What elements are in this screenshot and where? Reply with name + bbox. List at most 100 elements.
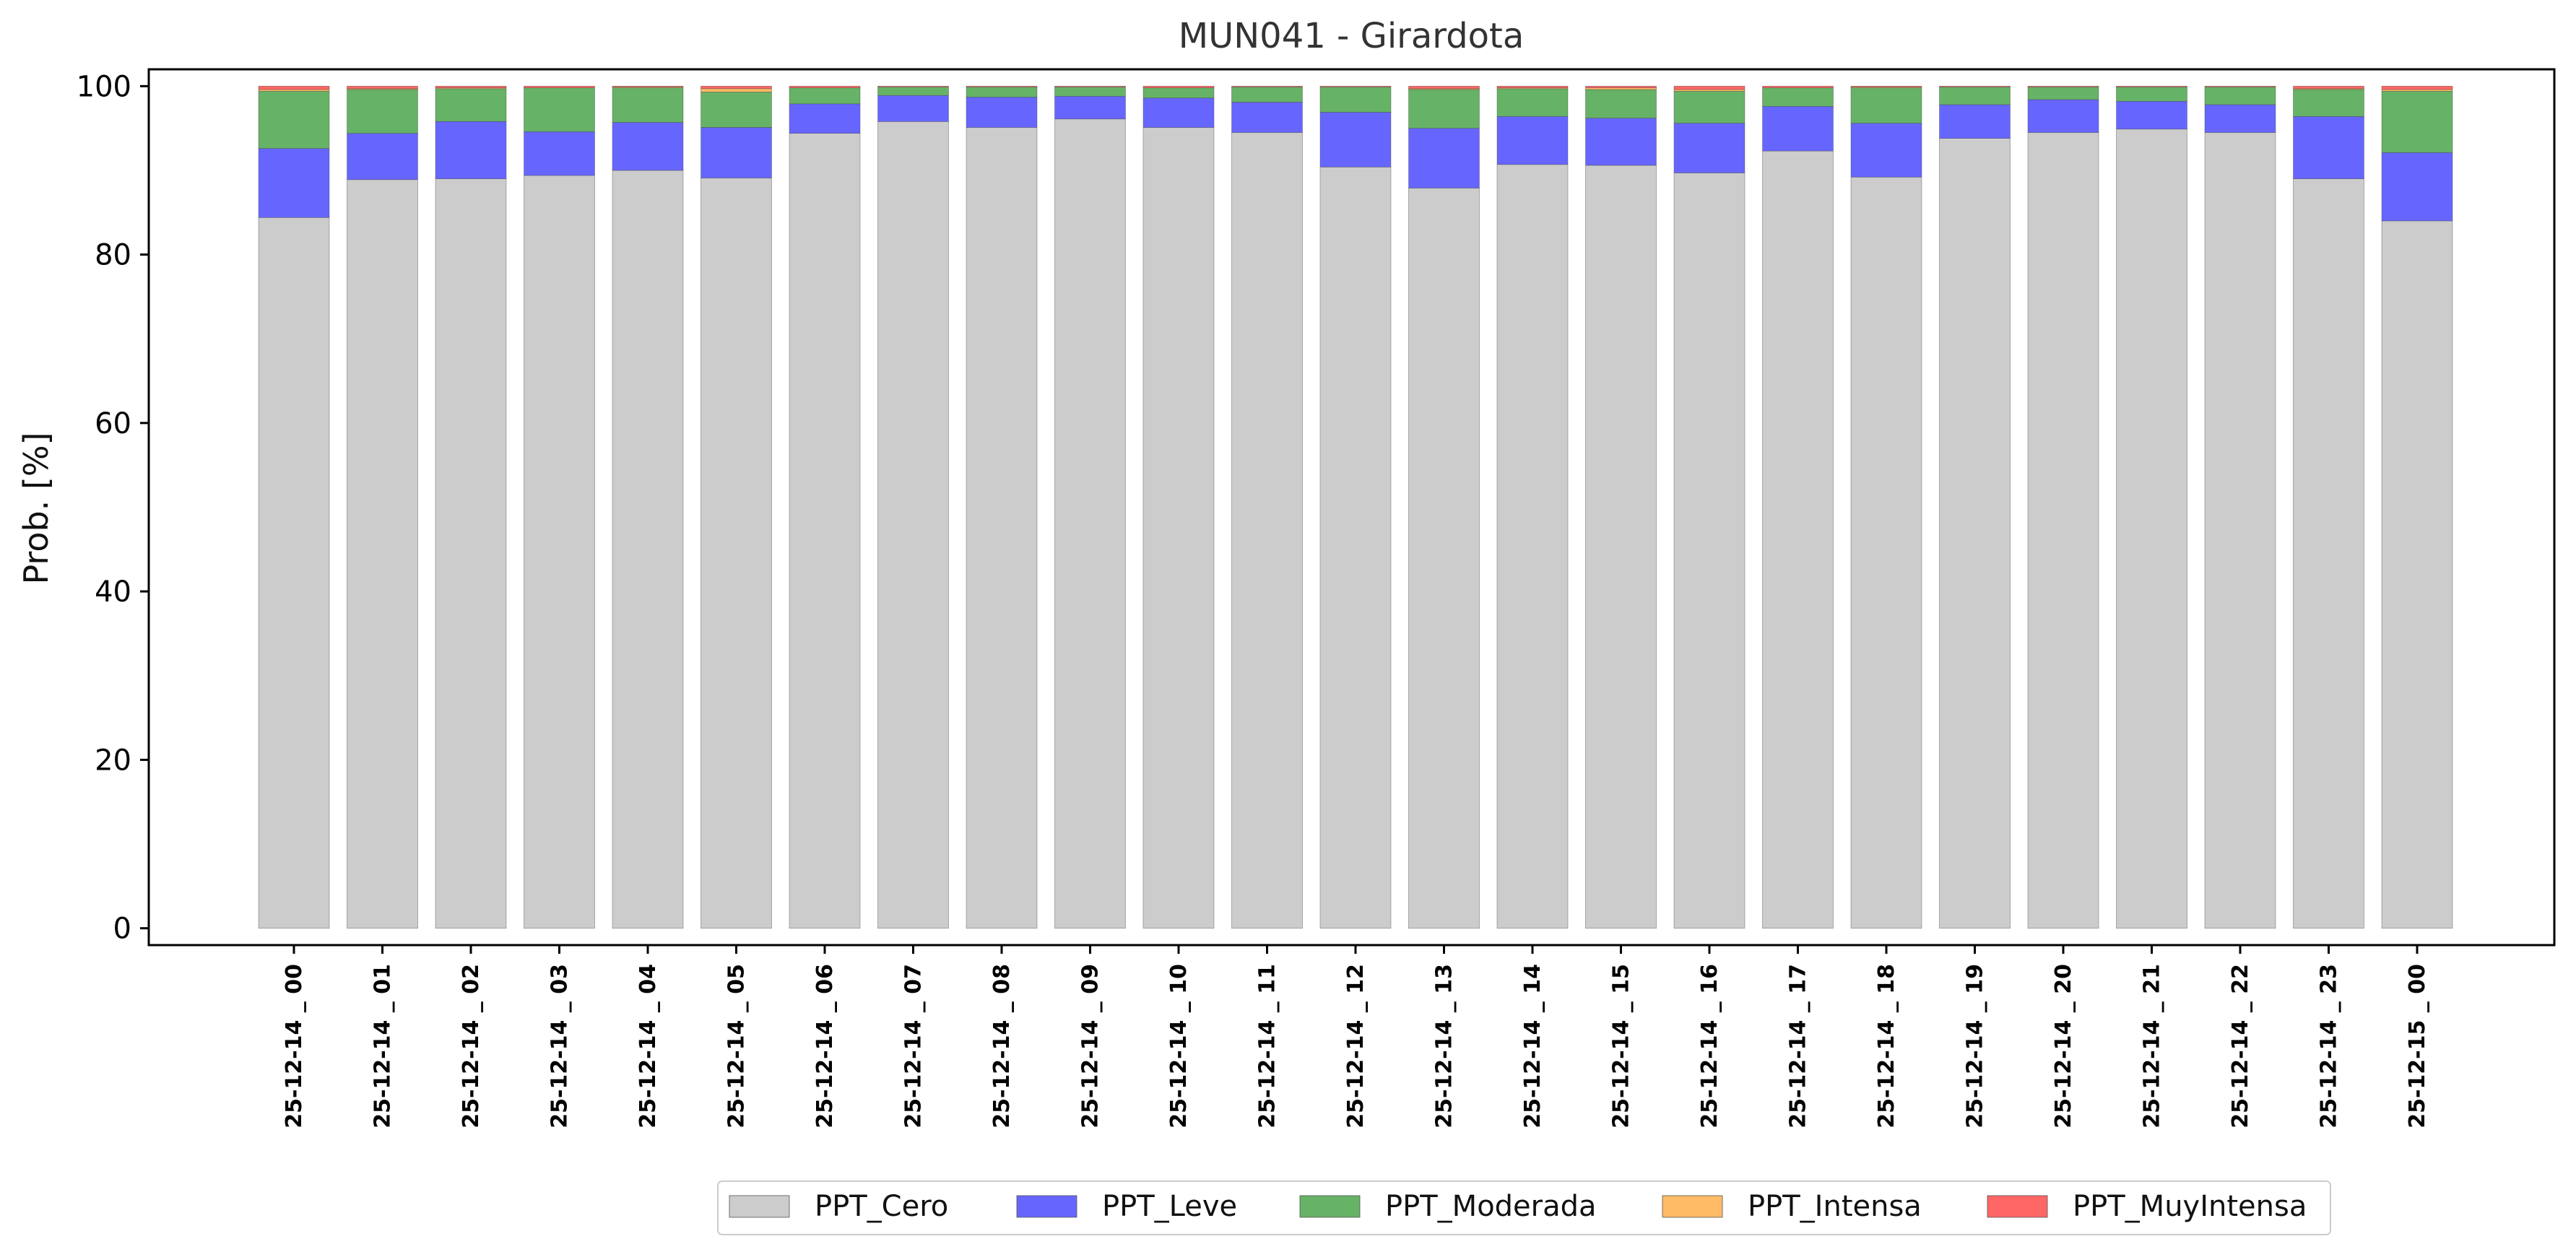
bar-ppt-moderada-23 — [2293, 89, 2364, 117]
bar-ppt-intensa-24 — [2381, 89, 2453, 92]
bar-ppt-muyintensa-16 — [1673, 85, 1745, 90]
legend-label-ppt-moderada: PPT_Moderada — [1385, 1190, 1597, 1223]
bar-ppt-leve-9 — [1054, 95, 1126, 120]
bar-ppt-moderada-4 — [612, 87, 684, 123]
bar-ppt-leve-16 — [1673, 123, 1745, 173]
bar-ppt-muyintensa-20 — [2027, 85, 2099, 87]
y-tick-label-100: 100 — [77, 70, 131, 103]
x-tick-label-19: 25-12-14 _ 19 — [1963, 964, 1988, 1128]
legend-swatch-ppt-intensa — [1662, 1195, 1723, 1218]
bar-ppt-muyintensa-7 — [877, 85, 949, 87]
bar-ppt-cero-14 — [1496, 164, 1569, 929]
bar-ppt-leve-0 — [258, 148, 330, 218]
bar-ppt-cero-6 — [789, 133, 861, 928]
bar-ppt-leve-7 — [877, 95, 949, 122]
bar-ppt-leve-2 — [435, 121, 507, 179]
x-tick-label-0: 25-12-14 _ 00 — [282, 964, 307, 1128]
bar-ppt-cero-20 — [2027, 132, 2099, 929]
legend-swatch-ppt-muyintensa — [1987, 1195, 2048, 1218]
x-tick-label-16: 25-12-14 _ 16 — [1697, 964, 1722, 1128]
bar-ppt-moderada-7 — [877, 87, 949, 96]
legend-label-ppt-muyintensa: PPT_MuyIntensa — [2073, 1190, 2307, 1223]
bar-ppt-leve-14 — [1496, 116, 1569, 165]
x-tick-label-5: 25-12-14 _ 05 — [724, 964, 750, 1128]
bar-ppt-moderada-0 — [258, 90, 330, 149]
bar-ppt-leve-21 — [2116, 100, 2187, 130]
bar-ppt-moderada-19 — [1939, 87, 2011, 105]
bar-ppt-cero-10 — [1142, 127, 1215, 929]
bar-ppt-cero-19 — [1939, 138, 2011, 928]
bar-ppt-cero-4 — [612, 170, 684, 929]
bar-ppt-cero-13 — [1408, 188, 1480, 929]
x-tick-label-1: 25-12-14 _ 01 — [370, 964, 396, 1128]
bar-ppt-moderada-11 — [1231, 87, 1303, 103]
bar-ppt-leve-18 — [1850, 123, 1922, 178]
bar-ppt-moderada-14 — [1496, 88, 1569, 117]
y-tick-label-0: 0 — [113, 913, 131, 946]
x-tick-label-11: 25-12-14 _ 11 — [1255, 964, 1280, 1128]
bar-ppt-cero-12 — [1319, 166, 1392, 929]
x-tick-label-7: 25-12-14 _ 07 — [901, 964, 927, 1128]
bar-ppt-leve-23 — [2293, 116, 2364, 179]
bar-ppt-moderada-9 — [1054, 87, 1126, 97]
bar-ppt-intensa-0 — [258, 89, 330, 92]
bar-ppt-cero-16 — [1673, 173, 1745, 929]
bar-ppt-muyintensa-13 — [1408, 85, 1480, 90]
bar-ppt-leve-6 — [789, 103, 861, 134]
bar-ppt-muyintensa-22 — [2204, 85, 2276, 87]
bar-ppt-muyintensa-23 — [2293, 85, 2364, 90]
bar-ppt-moderada-15 — [1585, 89, 1657, 119]
bar-ppt-leve-5 — [701, 127, 772, 178]
bar-ppt-muyintensa-11 — [1231, 85, 1303, 87]
y-tick-label-20: 20 — [95, 744, 131, 777]
x-tick-label-4: 25-12-14 _ 04 — [636, 964, 661, 1128]
bar-ppt-leve-19 — [1939, 104, 2011, 139]
bar-ppt-moderada-17 — [1762, 87, 1834, 107]
bar-ppt-moderada-22 — [2204, 87, 2276, 105]
bar-ppt-muyintensa-15 — [1585, 85, 1657, 88]
bar-ppt-muyintensa-18 — [1850, 85, 1922, 87]
bar-ppt-leve-24 — [2381, 152, 2453, 222]
bar-ppt-muyintensa-14 — [1496, 85, 1569, 88]
bar-ppt-leve-11 — [1231, 102, 1303, 133]
bar-ppt-cero-9 — [1054, 118, 1126, 929]
bar-ppt-moderada-12 — [1319, 87, 1392, 113]
legend-label-ppt-leve: PPT_Leve — [1102, 1190, 1237, 1223]
bar-ppt-leve-3 — [524, 131, 595, 176]
bar-ppt-moderada-16 — [1673, 90, 1745, 123]
legend: PPT_Cero PPT_Leve PPT_Moderada PPT_Intensa P… — [717, 1180, 2331, 1235]
bars-group — [258, 85, 2453, 929]
bar-ppt-leve-20 — [2027, 99, 2099, 133]
bar-ppt-muyintensa-12 — [1319, 85, 1392, 87]
bar-ppt-cero-1 — [347, 179, 418, 929]
x-tick-label-22: 25-12-14 _ 22 — [2228, 964, 2253, 1128]
plot-frame — [147, 68, 2556, 947]
bar-ppt-intensa-15 — [1585, 87, 1657, 90]
x-axis: 25-12-14 _ 00 25-12-14 _ 01 25-12-14 _ 02 2… — [282, 945, 2430, 1128]
bar-ppt-moderada-3 — [524, 87, 595, 132]
legend-swatch-ppt-leve — [1016, 1195, 1077, 1218]
y-tick-label-80: 80 — [95, 239, 131, 272]
x-tick-label-13: 25-12-14 _ 13 — [1432, 964, 1457, 1128]
y-tick-label-60: 60 — [95, 407, 131, 440]
bar-ppt-cero-21 — [2116, 129, 2187, 929]
bar-ppt-moderada-2 — [435, 88, 507, 122]
bar-ppt-cero-23 — [2293, 178, 2364, 929]
legend-label-ppt-intensa: PPT_Intensa — [1748, 1190, 1922, 1223]
bar-ppt-moderada-24 — [2381, 90, 2453, 153]
x-tick-label-9: 25-12-14 _ 09 — [1078, 964, 1103, 1128]
bar-ppt-muyintensa-9 — [1054, 85, 1126, 87]
bar-ppt-leve-4 — [612, 122, 684, 171]
bar-ppt-leve-8 — [966, 97, 1038, 128]
legend-swatch-ppt-cero — [729, 1195, 790, 1218]
bar-ppt-muyintensa-3 — [524, 85, 595, 88]
bar-ppt-muyintensa-21 — [2116, 85, 2187, 87]
bar-ppt-muyintensa-8 — [966, 85, 1038, 87]
bar-ppt-intensa-16 — [1673, 89, 1745, 92]
bar-ppt-moderada-5 — [701, 92, 772, 128]
x-tick-label-14: 25-12-14 _ 14 — [1520, 964, 1545, 1128]
bar-ppt-moderada-18 — [1850, 87, 1922, 124]
x-tick-label-24: 25-12-15 _ 00 — [2405, 964, 2430, 1128]
bar-ppt-cero-22 — [2204, 132, 2276, 929]
